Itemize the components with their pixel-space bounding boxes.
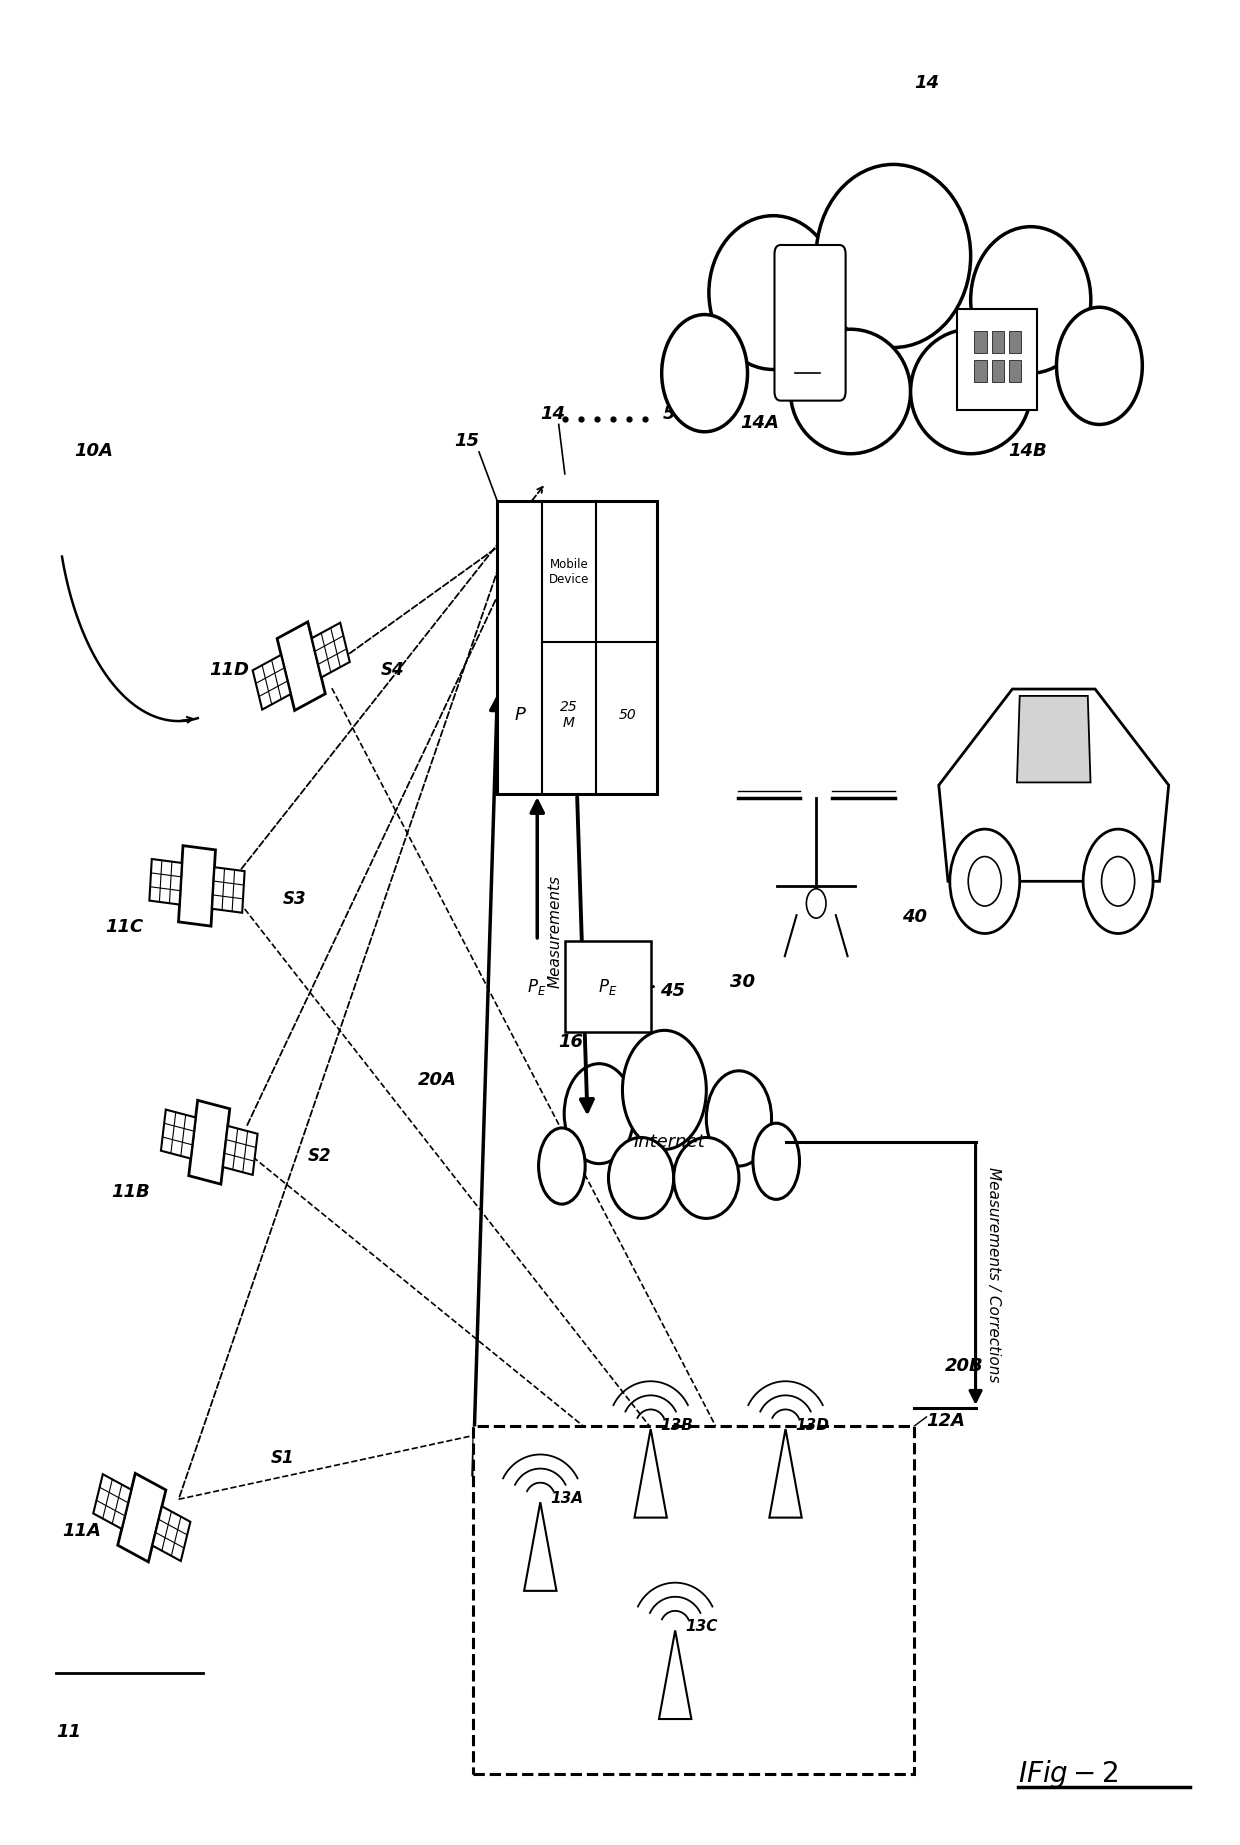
Text: 11: 11 [56,1723,81,1742]
Ellipse shape [538,1127,585,1205]
Polygon shape [212,867,244,913]
Polygon shape [161,1109,196,1159]
Text: S3: S3 [283,889,306,908]
Text: 16: 16 [558,1033,584,1050]
Bar [992,330,1003,352]
Text: Mobile
Device: Mobile Device [549,557,589,585]
Text: 50: 50 [663,404,688,423]
Text: 12A: 12A [926,1411,966,1430]
Ellipse shape [753,1124,800,1199]
Polygon shape [118,1474,166,1563]
Text: 14B: 14B [1008,441,1048,459]
Ellipse shape [564,1065,634,1164]
Bar [1008,360,1021,382]
Text: $\it{IFig-2}$: $\it{IFig-2}$ [1018,1758,1118,1790]
Text: 25
M: 25 M [560,699,578,731]
Ellipse shape [910,328,1030,454]
Ellipse shape [1056,308,1142,424]
Polygon shape [939,688,1168,882]
Circle shape [950,828,1019,934]
Bar [472,1426,914,1773]
Bar [957,310,1037,410]
Text: 14: 14 [541,404,565,423]
Polygon shape [93,1474,131,1530]
Circle shape [1084,828,1153,934]
Text: 14A: 14A [740,413,779,432]
Polygon shape [311,624,350,677]
Ellipse shape [673,1138,739,1218]
Text: 40: 40 [901,908,928,926]
Polygon shape [277,622,325,710]
Bar [497,502,657,795]
Text: 20A: 20A [418,1070,456,1089]
Text: Measurements: Measurements [548,875,563,989]
Polygon shape [1017,696,1090,782]
Ellipse shape [707,1070,771,1166]
Text: 14: 14 [914,74,939,92]
Ellipse shape [790,328,910,454]
Polygon shape [635,1430,667,1518]
Polygon shape [658,1631,692,1720]
Ellipse shape [662,314,748,432]
Polygon shape [153,1506,191,1561]
Bar [1008,330,1021,352]
Text: S2: S2 [308,1146,331,1164]
Text: 13C: 13C [684,1620,718,1635]
Circle shape [806,889,826,919]
Polygon shape [253,655,290,710]
Text: 11A: 11A [62,1522,100,1541]
Ellipse shape [622,1030,707,1149]
Ellipse shape [609,1138,673,1218]
Text: 45: 45 [661,982,686,1000]
Text: 10A: 10A [74,441,113,459]
Ellipse shape [816,164,971,347]
Text: S4: S4 [381,661,404,679]
Text: S1: S1 [270,1448,294,1467]
Bar [975,360,987,382]
Text: 11B: 11B [112,1183,150,1201]
Text: $P_E$: $P_E$ [527,976,547,996]
Bar [565,941,651,1033]
Ellipse shape [709,216,838,369]
Text: Measurements / Corrections: Measurements / Corrections [987,1168,1002,1382]
Text: Internet: Internet [634,1133,704,1151]
Text: 11C: 11C [105,917,144,935]
Text: 20B: 20B [945,1358,983,1375]
Polygon shape [769,1430,802,1518]
Ellipse shape [971,227,1091,373]
Text: 13A: 13A [551,1491,583,1506]
Text: 15: 15 [455,432,480,450]
Bar [975,330,987,352]
Text: P: P [515,707,526,725]
Text: 50: 50 [619,708,637,721]
Polygon shape [525,1502,557,1590]
Text: 13D: 13D [795,1417,830,1434]
Polygon shape [188,1100,229,1184]
Polygon shape [149,860,182,904]
Text: 30: 30 [730,972,755,991]
Text: 11D: 11D [210,661,249,679]
Text: 13B: 13B [661,1417,693,1434]
Polygon shape [179,845,216,926]
Text: $P_E$: $P_E$ [598,976,618,996]
Bar [992,360,1003,382]
FancyBboxPatch shape [775,245,846,400]
Polygon shape [223,1125,258,1175]
